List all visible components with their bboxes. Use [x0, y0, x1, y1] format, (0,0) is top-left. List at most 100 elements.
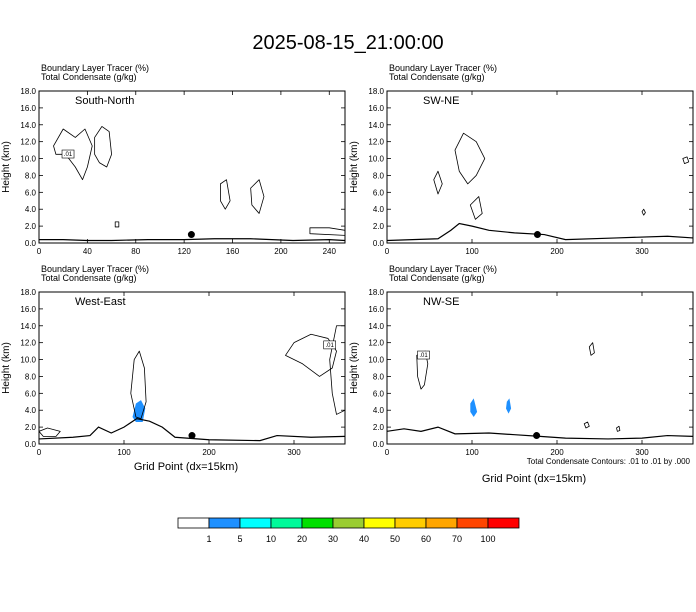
y-tick-label: 10.0	[20, 356, 36, 365]
y-tick-label: 12.0	[20, 339, 36, 348]
colorbar-label: 60	[421, 534, 431, 544]
panel-name: West-East	[75, 296, 126, 308]
contour-label: Total Condensate (g/kg)	[41, 273, 137, 283]
x-tick-label: 0	[385, 247, 390, 256]
x-tick-label: 300	[635, 448, 649, 457]
y-tick-label: 16.0	[20, 104, 36, 113]
colorbar-cell	[487, 517, 520, 529]
colorbar-label: 70	[452, 534, 462, 544]
y-tick-label: 2.0	[373, 423, 385, 432]
xlabel-left: Grid Point (dx=15km)	[134, 461, 238, 473]
terrain-line	[39, 418, 345, 442]
colorbar-cell	[270, 517, 303, 529]
y-tick-label: 8.0	[373, 372, 385, 381]
location-marker	[188, 432, 196, 440]
location-marker	[533, 231, 541, 239]
y-tick-label: 18.0	[368, 288, 384, 297]
plot-area: .01	[387, 342, 693, 440]
y-tick-label: 0.0	[25, 239, 37, 248]
y-tick-label: 6.0	[373, 389, 385, 398]
terrain-line	[39, 238, 345, 242]
condensate-contour	[329, 325, 345, 415]
panel-sw-ne: Boundary Layer Tracer (%)Total Condensat…	[349, 63, 694, 256]
x-tick-label: 200	[550, 247, 564, 256]
y-tick-label: 4.0	[373, 406, 385, 415]
colorbar-cell	[425, 517, 458, 529]
y-tick-label: 16.0	[368, 305, 384, 314]
field-label: Boundary Layer Tracer (%)	[389, 63, 497, 73]
x-tick-label: 300	[635, 247, 649, 256]
x-tick-label: 200	[274, 247, 288, 256]
condensate-contour	[220, 179, 231, 210]
y-tick-label: 16.0	[368, 104, 384, 113]
y-tick-label: 6.0	[25, 188, 37, 197]
y-axis-label: Height (km)	[349, 141, 360, 193]
y-tick-label: 12.0	[20, 138, 36, 147]
x-tick-label: 240	[323, 247, 337, 256]
x-tick-label: 0	[37, 247, 42, 256]
y-tick-label: 4.0	[25, 205, 37, 214]
condensate-contour	[583, 421, 590, 429]
colorbar-cell	[456, 517, 489, 529]
colorbar-cell	[301, 517, 334, 529]
terrain-line	[387, 426, 693, 440]
plot-frame	[386, 90, 694, 244]
x-tick-label: 200	[550, 448, 564, 457]
condensate-contour	[39, 427, 61, 437]
contour-label-text: .01	[64, 152, 73, 158]
colorbar-cell	[363, 517, 396, 529]
y-tick-label: 8.0	[25, 372, 37, 381]
y-tick-label: 12.0	[368, 138, 384, 147]
y-tick-label: 2.0	[373, 222, 385, 231]
colorbar-label: 50	[390, 534, 400, 544]
condensate-contour	[285, 333, 337, 377]
location-marker	[533, 432, 541, 440]
plot-area	[387, 132, 693, 242]
plot-area: .01	[39, 325, 345, 442]
contour-label-box	[323, 340, 337, 350]
y-tick-label: 0.0	[25, 440, 37, 449]
condensate-contour	[114, 221, 120, 228]
x-tick-label: 80	[131, 247, 140, 256]
condensate-contour	[682, 156, 690, 165]
contour-label: Total Condensate (g/kg)	[41, 72, 137, 82]
field-label: Boundary Layer Tracer (%)	[41, 63, 149, 73]
y-tick-label: 14.0	[20, 121, 36, 130]
panel-name: NW-SE	[423, 296, 459, 308]
y-axis-label: Height (km)	[349, 342, 360, 394]
y-tick-label: 6.0	[25, 389, 37, 398]
condensate-contour	[94, 126, 112, 168]
y-tick-label: 16.0	[20, 305, 36, 314]
y-tick-label: 18.0	[368, 87, 384, 96]
colorbar-cell	[177, 517, 210, 529]
panel-west-east: Boundary Layer Tracer (%)Total Condensat…	[1, 264, 346, 457]
colorbar: 1 5 10 20 30 40 50 60 70 100	[177, 517, 520, 544]
y-tick-label: 2.0	[25, 222, 37, 231]
location-marker	[187, 231, 195, 239]
y-tick-label: 14.0	[368, 121, 384, 130]
y-tick-label: 18.0	[20, 87, 36, 96]
colorbar-label: 5	[237, 534, 242, 544]
y-axis-label: Height (km)	[1, 141, 12, 193]
condensate-contour	[469, 196, 483, 220]
x-tick-label: 0	[385, 448, 390, 457]
x-tick-label: 160	[226, 247, 240, 256]
colorbar-label: 100	[480, 534, 495, 544]
plot-frame	[38, 291, 346, 445]
y-tick-label: 0.0	[373, 239, 385, 248]
panel-name: South-North	[75, 95, 134, 107]
contour-label-text: .01	[326, 343, 335, 349]
x-tick-label: 100	[117, 448, 131, 457]
y-tick-label: 12.0	[368, 339, 384, 348]
panel-nw-se: Boundary Layer Tracer (%)Total Condensat…	[349, 264, 694, 457]
y-tick-label: 4.0	[25, 406, 37, 415]
figure-title: 2025-08-15_21:00:00	[252, 32, 443, 54]
y-tick-label: 2.0	[25, 423, 37, 432]
x-tick-label: 120	[177, 247, 191, 256]
y-tick-label: 0.0	[373, 440, 385, 449]
x-tick-label: 200	[202, 448, 216, 457]
xlabel-right: Grid Point (dx=15km)	[482, 473, 586, 485]
contour-label-box	[417, 350, 430, 360]
x-tick-label: 300	[287, 448, 301, 457]
